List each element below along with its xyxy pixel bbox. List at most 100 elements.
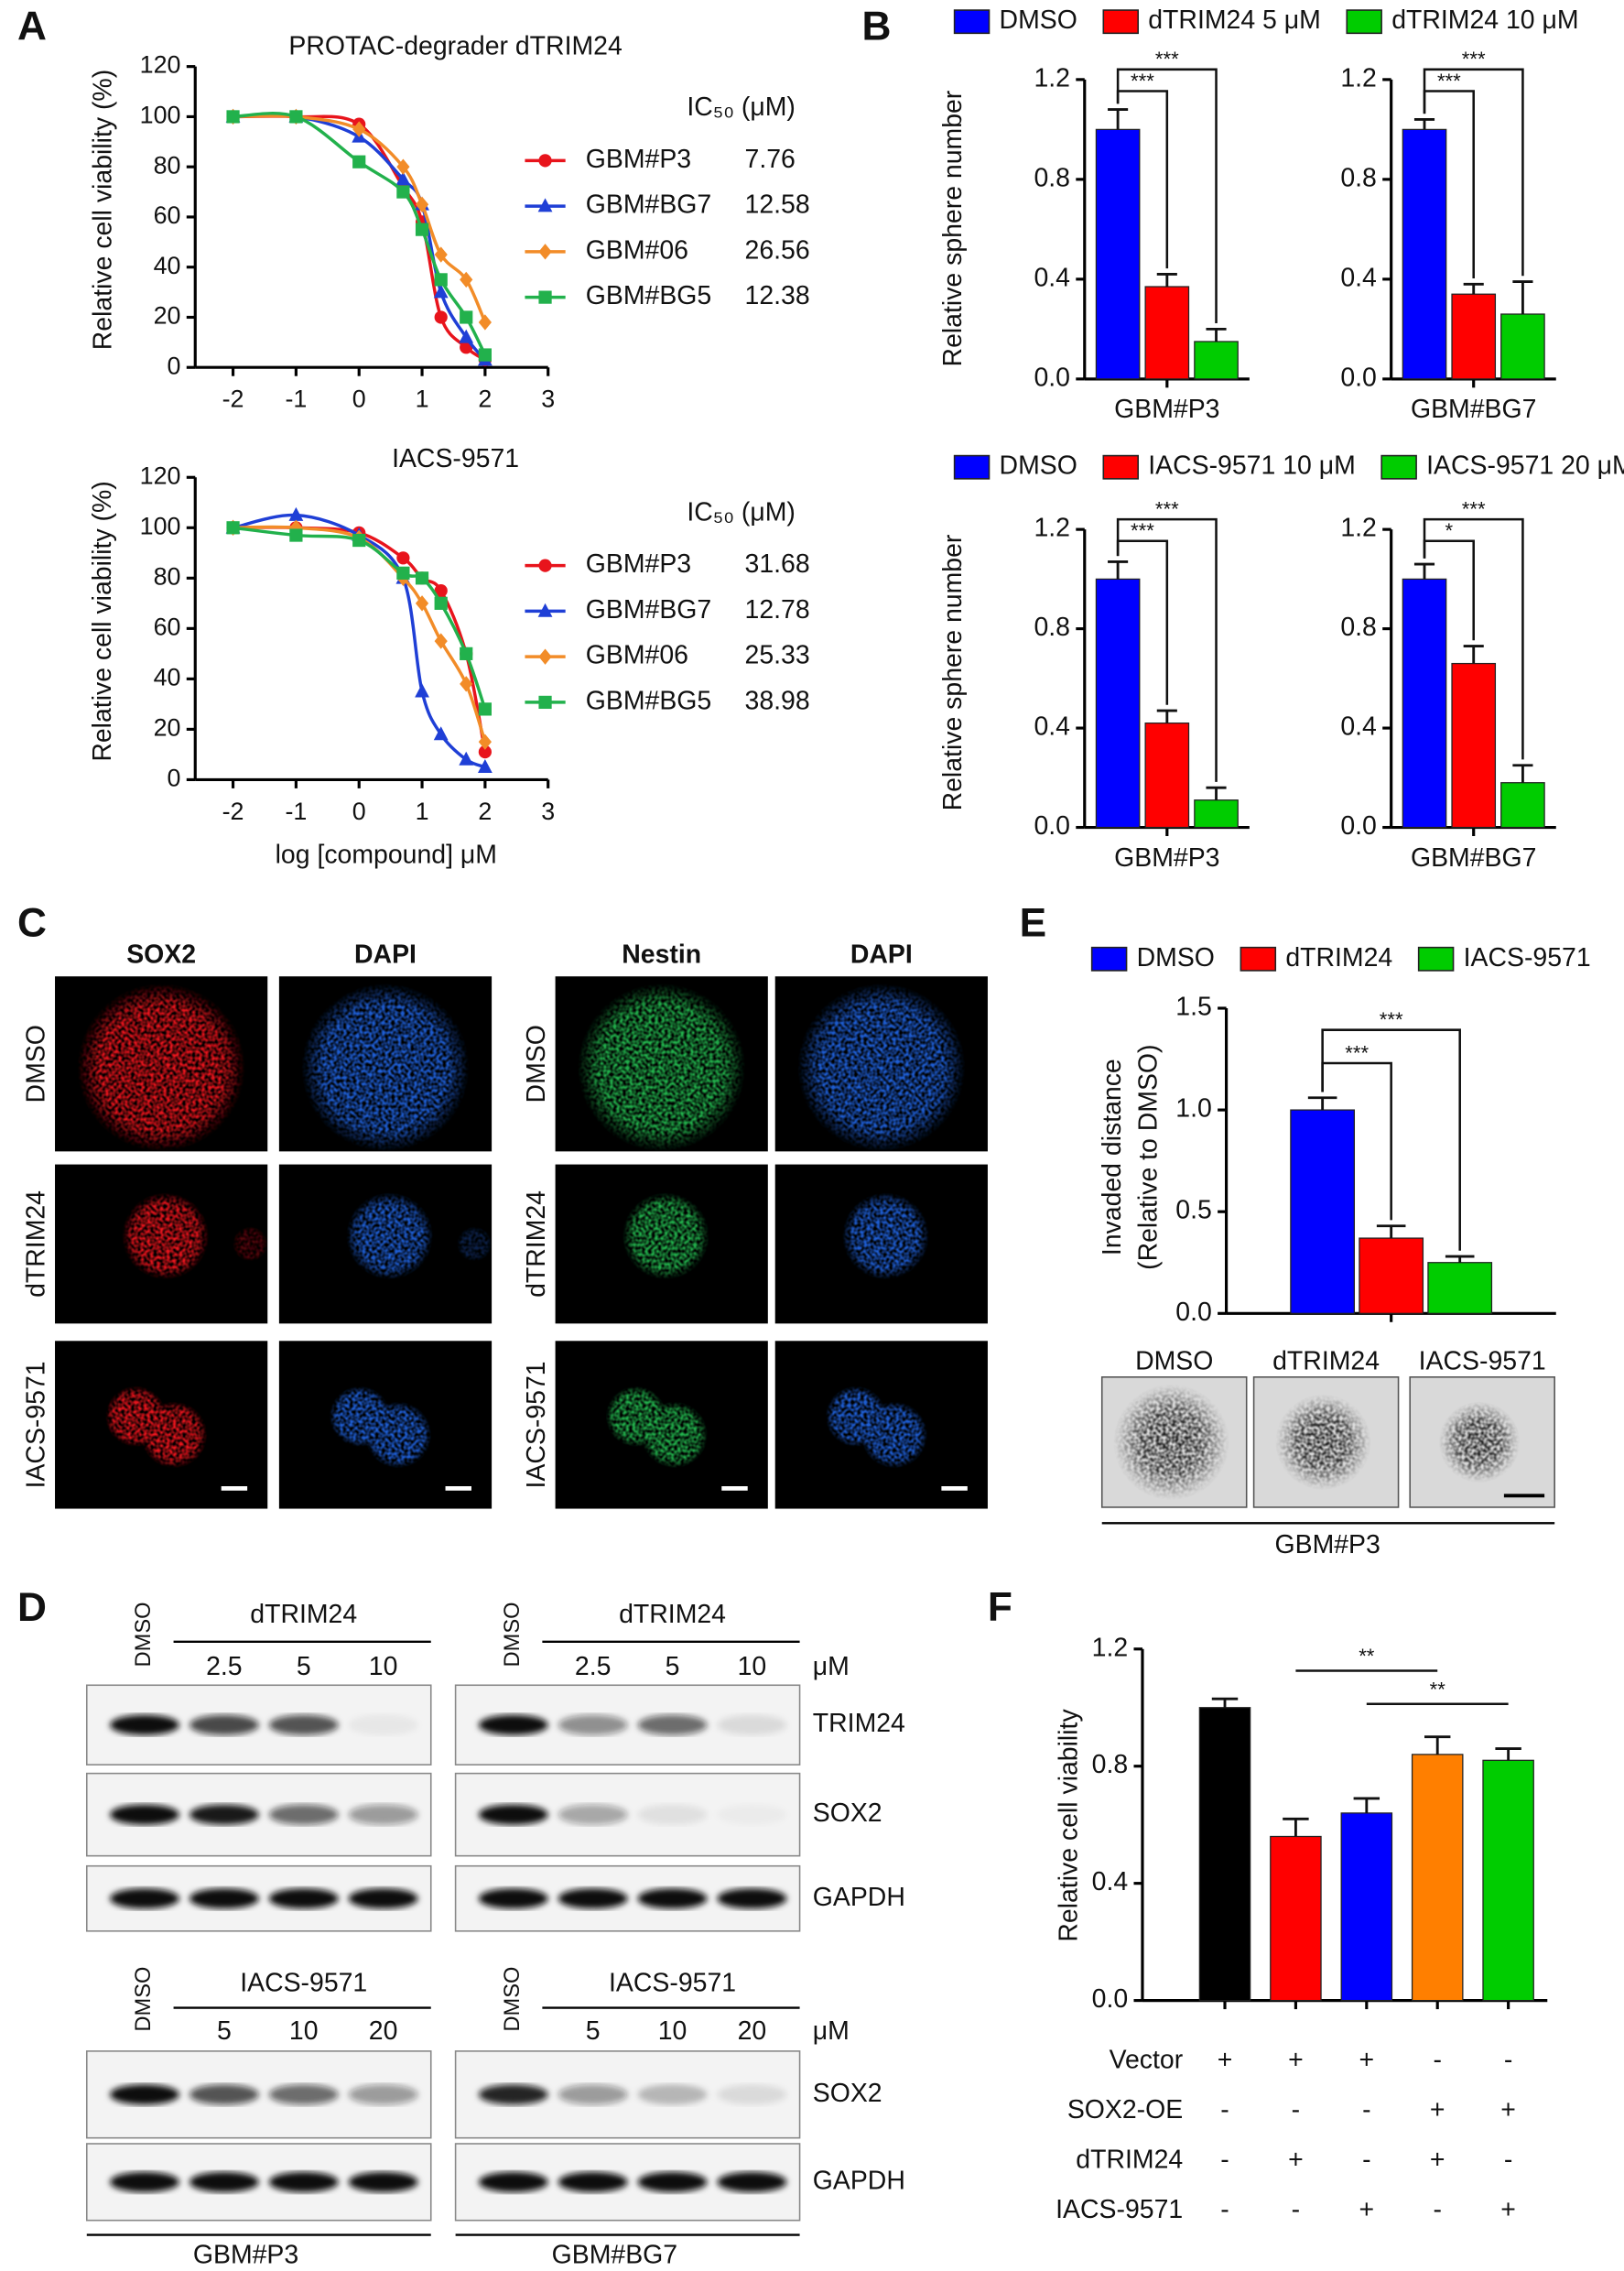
legend-label: dTRIM24 bbox=[1285, 943, 1392, 973]
band bbox=[478, 1888, 548, 1909]
cell-sphere bbox=[329, 1385, 432, 1469]
band bbox=[478, 1804, 548, 1825]
error-bar bbox=[1156, 272, 1177, 288]
data-point bbox=[434, 583, 448, 598]
significance-label: *** bbox=[1380, 1008, 1403, 1031]
sphere bbox=[622, 1192, 709, 1280]
condition-label: Vector bbox=[1110, 2045, 1184, 2074]
x-tick-label: 1 bbox=[416, 798, 429, 825]
condition-mark: + bbox=[1500, 2195, 1516, 2224]
cell-sphere bbox=[797, 983, 966, 1152]
band bbox=[348, 2084, 418, 2105]
bar bbox=[1290, 1109, 1356, 1314]
band bbox=[110, 2084, 179, 2105]
band bbox=[189, 1804, 259, 1825]
error-bar bbox=[1206, 327, 1227, 342]
legend-label: GBM#BG7 bbox=[586, 190, 711, 220]
significance-bracket bbox=[1423, 68, 1524, 277]
panel-letter: D bbox=[17, 1585, 47, 1630]
condition-mark: - bbox=[1292, 2195, 1300, 2224]
y-axis-label: Relative sphere number bbox=[938, 535, 968, 811]
legend-ic50: 26.56 bbox=[745, 235, 810, 265]
data-point bbox=[434, 246, 448, 263]
condition-mark: - bbox=[1220, 2145, 1229, 2174]
data-point bbox=[352, 155, 366, 168]
sphere bbox=[364, 1401, 432, 1469]
legend-ic50: 25.33 bbox=[745, 641, 810, 670]
band bbox=[637, 2084, 708, 2105]
cell-sphere bbox=[578, 983, 746, 1152]
legend-label: IACS-9571 10 μM bbox=[1148, 451, 1356, 481]
y-tick-label: 0.0 bbox=[1340, 363, 1377, 392]
legend-swatch bbox=[1090, 946, 1128, 972]
condition-mark: + bbox=[1359, 2195, 1375, 2224]
error-bar bbox=[1463, 645, 1484, 664]
y-tick-label: 100 bbox=[140, 512, 181, 539]
unit-label: μM bbox=[813, 1652, 850, 1681]
y-tick-label: 0.0 bbox=[1340, 811, 1377, 841]
y-tick-label: 40 bbox=[154, 252, 181, 279]
data-point bbox=[352, 121, 366, 137]
treatment-label: dTRIM24 bbox=[250, 1600, 357, 1629]
bar bbox=[1198, 1707, 1251, 2002]
significance-label: *** bbox=[1155, 497, 1179, 520]
treatment-label: IACS-9571 bbox=[609, 1969, 736, 1998]
data-point bbox=[478, 314, 492, 331]
bar bbox=[1451, 293, 1497, 380]
error-bar bbox=[1413, 562, 1435, 580]
bar bbox=[1194, 341, 1239, 380]
data-point bbox=[433, 726, 449, 741]
legend-label: GBM#P3 bbox=[586, 549, 691, 579]
significance-bracket bbox=[1423, 517, 1524, 760]
band bbox=[268, 1888, 339, 1909]
bar bbox=[1427, 1262, 1493, 1314]
cell-sphere bbox=[301, 983, 470, 1152]
legend-title: IC₅₀ (μM) bbox=[687, 497, 796, 527]
sphere bbox=[797, 983, 966, 1152]
band bbox=[478, 1714, 548, 1735]
condition-mark: - bbox=[1433, 2195, 1441, 2224]
image-label: DMSO bbox=[1135, 1347, 1213, 1376]
data-point bbox=[415, 223, 429, 236]
x-tick-label: 2 bbox=[478, 386, 492, 413]
sphere bbox=[346, 1192, 434, 1280]
y-tick-label: 0 bbox=[168, 765, 181, 792]
legend-ic50: 12.38 bbox=[745, 281, 810, 310]
legend-swatch bbox=[953, 454, 991, 480]
legend-swatch bbox=[1240, 946, 1277, 972]
bar bbox=[1500, 782, 1545, 829]
bands bbox=[110, 1804, 418, 1825]
data-point bbox=[226, 521, 240, 535]
condition-mark: + bbox=[1218, 2045, 1233, 2074]
data-point bbox=[459, 751, 474, 766]
image-column-label: DAPI bbox=[850, 940, 913, 970]
legend-swatch bbox=[1417, 946, 1455, 972]
bar bbox=[1095, 128, 1141, 380]
legend-label: GBM#P3 bbox=[586, 145, 691, 174]
band bbox=[348, 1714, 418, 1735]
sphere bbox=[140, 1401, 208, 1469]
group-label: GBM#P3 bbox=[1275, 1530, 1380, 1559]
legend-marker bbox=[538, 559, 552, 572]
x-tick-label: 2 bbox=[478, 798, 492, 825]
band-label: GAPDH bbox=[813, 2166, 905, 2195]
y-tick-label: 1.2 bbox=[1034, 63, 1070, 92]
lane-label: DMSO bbox=[132, 1602, 156, 1667]
legend-title: IC₅₀ (μM) bbox=[687, 92, 796, 122]
data-point bbox=[226, 110, 240, 124]
chart-title: PROTAC-degrader dTRIM24 bbox=[288, 32, 622, 61]
data-point bbox=[395, 171, 411, 186]
data-point bbox=[478, 348, 492, 362]
y-tick-label: 1.2 bbox=[1340, 514, 1377, 543]
legend-ic50: 12.58 bbox=[745, 190, 810, 220]
band bbox=[558, 2171, 628, 2192]
image-column-label: DAPI bbox=[354, 940, 417, 970]
legend-marker bbox=[537, 603, 553, 617]
x-tick-label: GBM#P3 bbox=[1114, 395, 1219, 424]
data-point bbox=[478, 745, 492, 759]
bands bbox=[478, 1804, 708, 1825]
y-tick-label: 20 bbox=[154, 302, 181, 330]
lane-label: DMSO bbox=[132, 1967, 156, 2032]
band bbox=[558, 1888, 628, 1909]
image-label: IACS-9571 bbox=[1419, 1347, 1546, 1376]
